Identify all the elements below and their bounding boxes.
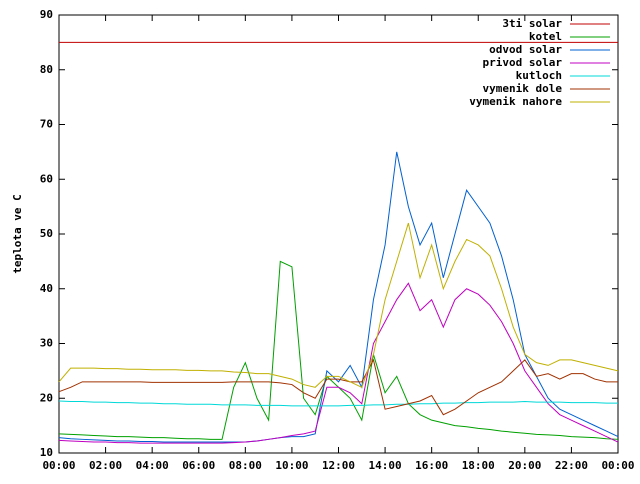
x-tick-label: 00:00 [601,459,634,472]
legend-label: kutloch [516,69,562,82]
y-tick-label: 80 [40,63,53,76]
x-tick-label: 14:00 [369,459,402,472]
y-axis-label: teplota ve C [11,194,24,273]
y-tick-label: 40 [40,282,53,295]
y-tick-label: 50 [40,227,53,240]
x-tick-label: 02:00 [89,459,122,472]
legend-label: vymenik nahore [469,95,562,108]
x-tick-label: 00:00 [42,459,75,472]
y-tick-label: 10 [40,446,53,459]
series-line [58,400,618,407]
legend-label: vymenik dole [483,82,563,95]
x-tick-label: 06:00 [182,459,215,472]
legend-label: privod solar [483,56,563,69]
y-tick-label: 20 [40,391,53,404]
x-tick-label: 18:00 [462,459,495,472]
series-line [58,222,619,388]
legend-label: kotel [529,30,562,43]
x-tick-label: 20:00 [508,459,541,472]
y-tick-label: 70 [40,118,53,131]
series-line [58,151,619,443]
y-tick-label: 30 [40,337,53,350]
x-tick-label: 04:00 [136,459,169,472]
y-tick-label: 90 [40,8,53,21]
legend-label: odvod solar [489,43,562,56]
x-tick-label: 22:00 [555,459,588,472]
x-tick-label: 10:00 [275,459,308,472]
x-tick-label: 12:00 [322,459,355,472]
series-line [58,358,618,416]
legend-label: 3ti solar [502,17,562,30]
series-line [58,260,619,440]
x-tick-label: 16:00 [415,459,448,472]
x-tick-label: 08:00 [229,459,262,472]
series-line [58,282,619,444]
y-tick-label: 60 [40,172,53,185]
